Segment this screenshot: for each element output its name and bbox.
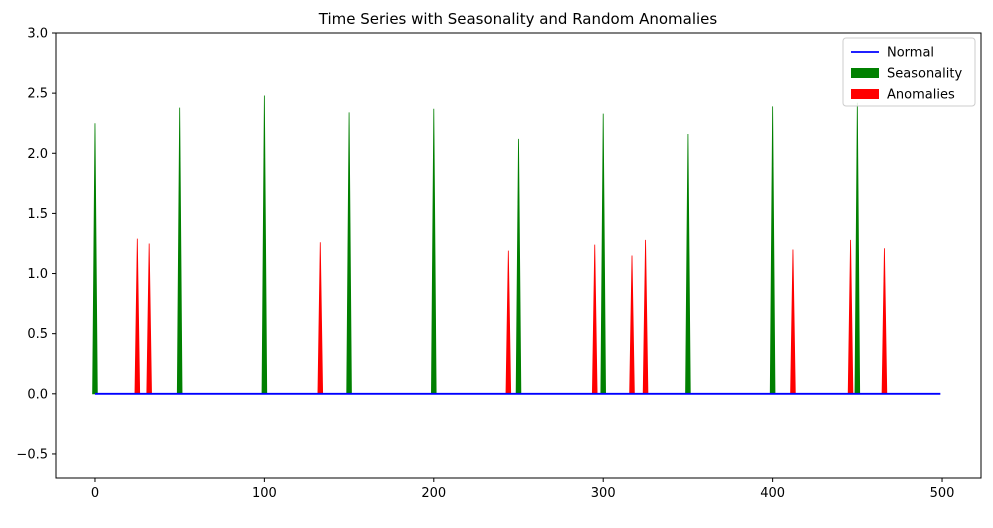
x-tick-label-1: 100 [252, 486, 277, 501]
anomalies-spike-4 [591, 244, 598, 395]
anomalies-spike-7 [790, 249, 796, 395]
seasonality-spike-1 [176, 107, 183, 395]
anomalies-spike-6 [642, 239, 649, 395]
seasonality-spike-2 [261, 95, 268, 395]
seasonality-spike-7 [685, 134, 691, 395]
x-tick-label-4: 400 [760, 486, 785, 501]
y-tick-label-7: 3.0 [27, 27, 48, 42]
anomalies-spike-1 [146, 243, 152, 395]
chart-title: Time Series with Seasonality and Random … [318, 10, 718, 28]
anomalies-spike-0 [134, 238, 141, 395]
plot-area [92, 95, 941, 395]
legend-label-anomalies: Anomalies [887, 88, 955, 103]
seasonality-spike-5 [515, 138, 522, 395]
y-tick-label-6: 2.5 [27, 87, 48, 102]
seasonality-spike-4 [431, 108, 437, 395]
anomalies-spike-3 [505, 250, 512, 395]
x-tick-label-3: 300 [591, 486, 616, 501]
plot-frame [55, 32, 982, 479]
legend: Normal Seasonality Anomalies [842, 37, 976, 107]
axes: 0 100 200 300 400 500 −0.5 0.0 0.5 1.0 1.5 2.0 2.5 3.… [16, 27, 982, 501]
seasonality-spike-8 [769, 106, 776, 395]
anomalies-spike-2 [317, 242, 324, 395]
y-tick-label-1: 0.0 [27, 387, 48, 402]
legend-swatch-anomalies [851, 89, 879, 99]
seasonality-spike-0 [92, 123, 98, 395]
x-tick-label-2: 200 [421, 486, 446, 501]
anomalies-spike-9 [881, 248, 888, 395]
anomalies-spike-5 [629, 255, 635, 395]
legend-label-seasonality: Seasonality [887, 67, 962, 82]
legend-label-normal: Normal [887, 46, 934, 61]
seasonality-spike-6 [600, 113, 606, 395]
y-tick-label-4: 1.5 [27, 207, 48, 222]
y-tick-label-5: 2.0 [27, 147, 48, 162]
seasonality-spike-9 [854, 102, 861, 395]
x-tick-label-5: 500 [930, 486, 955, 501]
y-tick-label-0: −0.5 [16, 447, 48, 462]
x-tick-label-0: 0 [91, 486, 99, 501]
y-tick-label-3: 1.0 [27, 267, 48, 282]
y-tick-label-2: 0.5 [27, 327, 48, 342]
seasonality-spike-3 [346, 112, 352, 395]
legend-swatch-seasonality [851, 68, 879, 78]
anomalies-spike-8 [847, 239, 854, 395]
